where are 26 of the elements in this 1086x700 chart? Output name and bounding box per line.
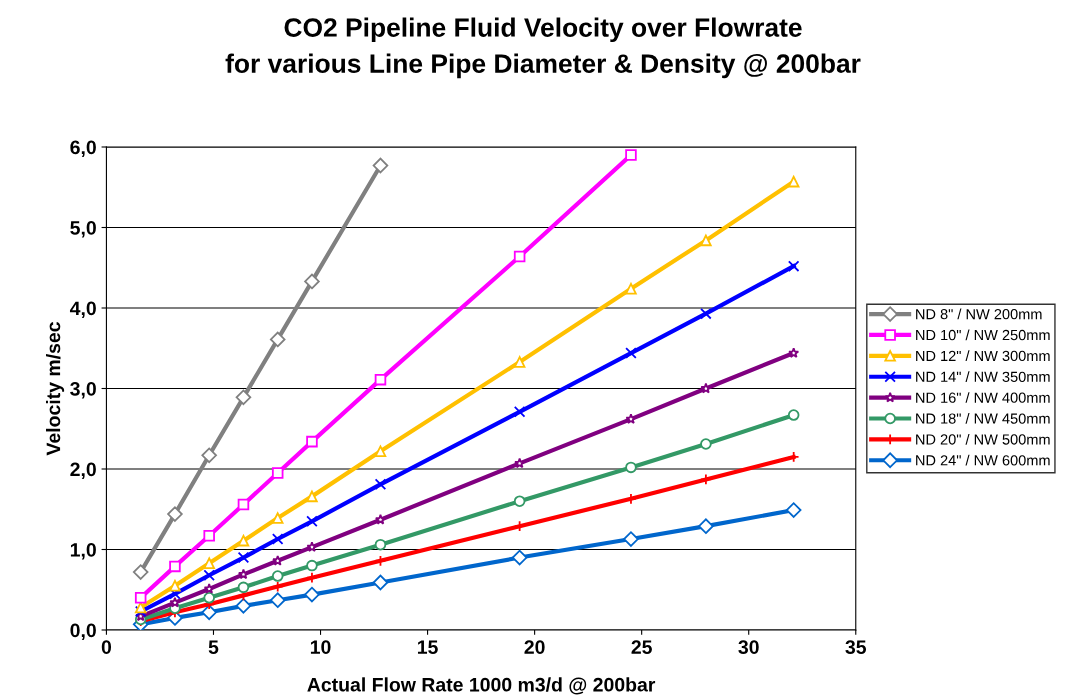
legend-label: ND 10" / NW 250mm (916, 329, 1050, 341)
legend-label: ND 24" / NW 600mm (916, 454, 1050, 466)
y-tick-label: 3,0 (70, 381, 96, 399)
y-tick-label: 4,0 (69, 301, 96, 319)
legend-label: ND 16" / NW 400mm (916, 392, 1050, 403)
x-tick-label: 15 (417, 640, 438, 654)
legend-label: ND 12" / NW 300mm (916, 350, 1050, 362)
legend-label: ND 20" / NW 500mm (916, 433, 1050, 445)
legend-label: ND 14" / NW 350mm (916, 371, 1050, 382)
x-tick-label: 25 (631, 640, 652, 654)
y-tick-label: 2,0 (70, 462, 96, 480)
y-tick-label: 1,0 (70, 542, 96, 560)
y-tick-label: 6,0 (70, 140, 96, 158)
x-tick-label: 20 (524, 640, 545, 654)
x-tick-label: 10 (310, 640, 331, 654)
x-tick-label: 0 (101, 640, 112, 654)
x-tick-label: 5 (208, 640, 219, 654)
y-tick-label: 5,0 (70, 220, 96, 238)
chart-title: CO2 Pipeline Fluid Velocity over Flowrate for various Line Pipe Diameter & Density @ 200bar (225, 17, 861, 79)
x-tick-label: 30 (738, 640, 759, 655)
y-axis-title: Velocity m/sec (46, 322, 65, 456)
legend-label: ND 18" / NW 450mm (916, 413, 1050, 424)
y-tick-label: 0,0 (70, 623, 96, 641)
x-tick-label: 35 (845, 640, 867, 655)
x-axis-title: Actual Flow Rate 1000 m3/d @ 200bar (307, 677, 656, 695)
legend-label: ND 8" / NW 200mm (916, 308, 1042, 320)
